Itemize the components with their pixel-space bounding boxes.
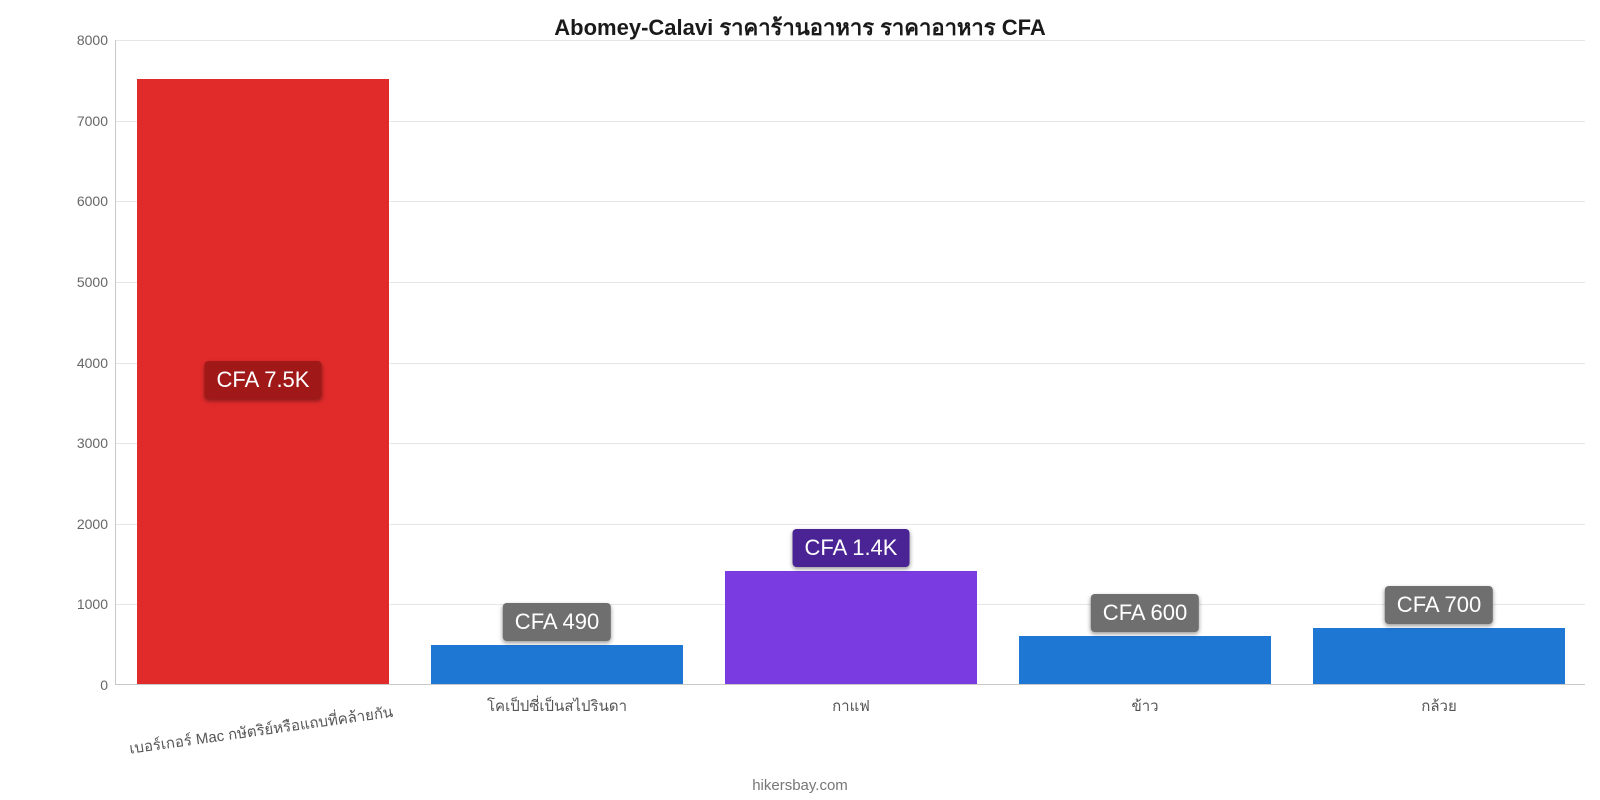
y-tick-label: 4000	[77, 355, 116, 371]
y-tick-label: 7000	[77, 113, 116, 129]
y-tick-label: 1000	[77, 596, 116, 612]
x-tick-label: กล้วย	[1421, 684, 1457, 718]
gridline	[116, 40, 1585, 41]
chart-footer: hikersbay.com	[0, 777, 1600, 794]
bar	[431, 645, 684, 685]
y-tick-label: 2000	[77, 516, 116, 532]
bar	[1019, 636, 1272, 684]
plot-area: 010002000300040005000600070008000CFA 7.5…	[115, 40, 1585, 685]
bar-value-label: CFA 700	[1385, 586, 1493, 624]
x-tick-label: เบอร์เกอร์ Mac กษัตริย์หรือแถบที่คล้ายกั…	[126, 684, 395, 761]
x-tick-label: กาแฟ	[832, 684, 870, 718]
x-tick-label: ข้าว	[1131, 684, 1158, 718]
price-bar-chart: Abomey-Calavi ราคาร้านอาหาร ราคาอาหาร CF…	[0, 0, 1600, 800]
bar	[725, 571, 978, 684]
y-tick-label: 0	[100, 677, 116, 693]
bar-value-label: CFA 1.4K	[793, 529, 910, 567]
y-tick-label: 5000	[77, 274, 116, 290]
bar-value-label: CFA 490	[503, 603, 611, 641]
y-tick-label: 8000	[77, 32, 116, 48]
bar-value-label: CFA 7.5K	[205, 361, 322, 399]
y-tick-label: 6000	[77, 193, 116, 209]
bar	[1313, 628, 1566, 684]
bar-value-label: CFA 600	[1091, 594, 1199, 632]
y-tick-label: 3000	[77, 435, 116, 451]
x-tick-label: โคเป็ปซี่เป็นสไปรินดา	[487, 684, 627, 718]
